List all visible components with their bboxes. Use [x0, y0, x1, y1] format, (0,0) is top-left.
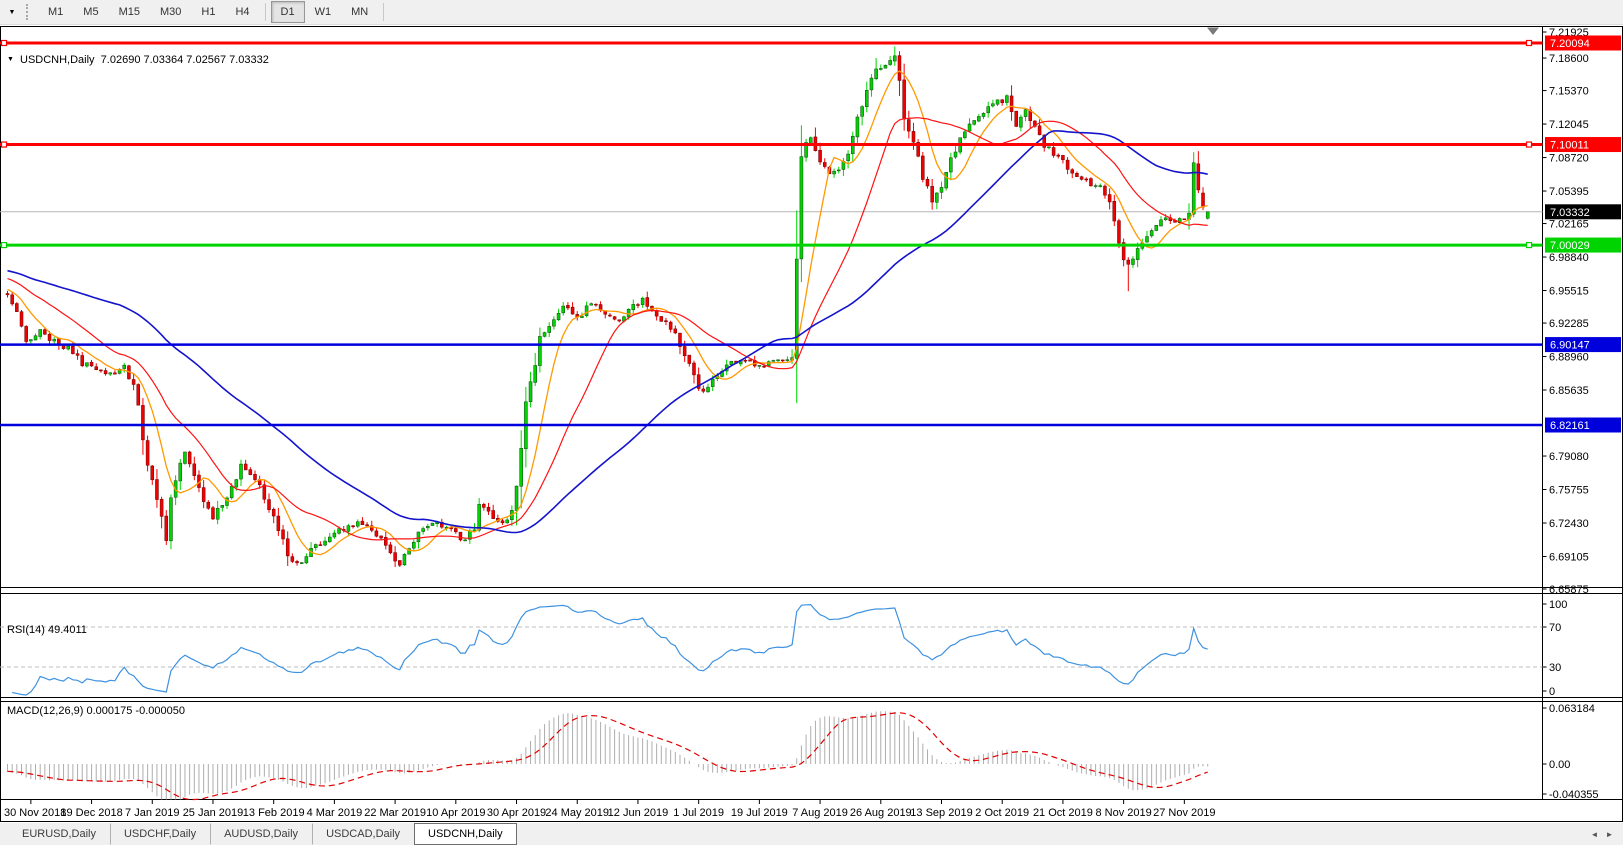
- svg-text:7.15370: 7.15370: [1549, 86, 1589, 98]
- timeframe-button-H1[interactable]: H1: [201, 6, 216, 18]
- rsi-pane: [0, 603, 1543, 696]
- svg-text:7 Jan 2019: 7 Jan 2019: [125, 807, 179, 819]
- timeframe-button-M30[interactable]: M30: [159, 6, 182, 18]
- svg-text:7.05395: 7.05395: [1549, 186, 1589, 198]
- svg-text:0: 0: [1549, 686, 1555, 698]
- toolbar-separator: [383, 3, 385, 21]
- svg-text:19 Jul 2019: 19 Jul 2019: [731, 807, 788, 819]
- timeframe-button-H4[interactable]: H4: [235, 6, 250, 18]
- svg-text:100: 100: [1549, 599, 1567, 611]
- timeframe-button-M1[interactable]: M1: [48, 6, 64, 18]
- svg-text:13 Sep 2019: 13 Sep 2019: [910, 807, 972, 819]
- chart-tab-EURUSD-Daily[interactable]: EURUSD,Daily: [22, 828, 96, 840]
- svg-text:12 Jun 2019: 12 Jun 2019: [608, 807, 669, 819]
- chart-tab-USDCAD-Daily[interactable]: USDCAD,Daily: [312, 823, 414, 845]
- svg-text:30 Nov 2018: 30 Nov 2018: [4, 807, 66, 819]
- timeframe-toolbar: ▼ M1 M5 M15 M30 H1 H4 D1 W1 MN: [0, 0, 1623, 25]
- svg-text:1 Jul 2019: 1 Jul 2019: [673, 807, 724, 819]
- svg-text:2 Oct 2019: 2 Oct 2019: [975, 807, 1029, 819]
- svg-text:6.90147: 6.90147: [1550, 340, 1590, 352]
- macd-indicator-label: MACD(12,26,9) 0.000175 -0.000050: [7, 705, 185, 717]
- svg-text:25 Jan 2019: 25 Jan 2019: [183, 807, 244, 819]
- svg-text:26 Aug 2019: 26 Aug 2019: [850, 807, 912, 819]
- price-axis: 7.219257.186007.153707.120457.087207.053…: [1542, 27, 1621, 801]
- svg-text:7.00029: 7.00029: [1550, 240, 1590, 252]
- timeframe-button-M5[interactable]: M5: [83, 6, 99, 18]
- candles-layer: [5, 46, 1210, 568]
- svg-text:6.72430: 6.72430: [1549, 518, 1589, 530]
- svg-text:21 Oct 2019: 21 Oct 2019: [1033, 807, 1093, 819]
- svg-text:6.82161: 6.82161: [1550, 420, 1590, 432]
- svg-text:7.18600: 7.18600: [1549, 53, 1589, 65]
- svg-text:6.98840: 6.98840: [1549, 252, 1589, 264]
- chart-tab-bar: EURUSD,Daily USDCHF,Daily AUDUSD,Daily USDC…: [0, 823, 1623, 845]
- svg-text:6.75755: 6.75755: [1549, 485, 1589, 497]
- svg-text:0.063184: 0.063184: [1549, 703, 1595, 715]
- chart-tab-AUDUSD-Daily[interactable]: AUDUSD,Daily: [210, 823, 312, 845]
- chart-dropdown-button[interactable]: ▼: [8, 8, 16, 16]
- chart-title-collapse-icon[interactable]: ▼: [7, 56, 14, 63]
- chart-window[interactable]: 7.21925 7.18600 7.15370 7.12045 7.08720 7.053…: [0, 25, 1623, 822]
- tabbar-spacer: [517, 823, 1587, 845]
- macd-pane: [7, 711, 1209, 801]
- svg-text:6.69105: 6.69105: [1549, 551, 1589, 563]
- svg-text:6.95515: 6.95515: [1549, 286, 1589, 298]
- chart-shift-marker-icon: [1207, 27, 1219, 35]
- timeframe-button-D1[interactable]: D1: [270, 1, 305, 23]
- svg-text:6.79080: 6.79080: [1549, 451, 1589, 463]
- svg-text:7.12045: 7.12045: [1549, 119, 1589, 131]
- svg-text:7.08720: 7.08720: [1549, 153, 1589, 165]
- timeframe-button-MN[interactable]: MN: [351, 6, 369, 18]
- toolbar-separator: [264, 3, 266, 21]
- svg-text:6.85635: 6.85635: [1549, 385, 1589, 397]
- svg-text:-0.040355: -0.040355: [1549, 789, 1599, 801]
- svg-text:8 Nov 2019: 8 Nov 2019: [1095, 807, 1151, 819]
- price-chart-canvas[interactable]: 7.219257.186007.153707.120457.087207.053…: [0, 25, 1623, 822]
- timeframe-button-M15[interactable]: M15: [118, 6, 140, 18]
- svg-text:10 Apr 2019: 10 Apr 2019: [426, 807, 485, 819]
- timeframe-buttons: M1 M5 M15 M30 H1 H4 D1 W1 MN: [38, 1, 389, 23]
- chart-tab-USDCNH-Daily[interactable]: USDCNH,Daily: [414, 823, 517, 845]
- chart-tab-USDCHF-Daily[interactable]: USDCHF,Daily: [109, 823, 210, 845]
- svg-text:30: 30: [1549, 662, 1561, 674]
- svg-text:6.65875: 6.65875: [1549, 584, 1589, 596]
- tab-scroll-left-button[interactable]: ◄: [1590, 829, 1599, 839]
- tab-scroll-right-button[interactable]: ►: [1605, 829, 1614, 839]
- rsi-indicator-label: RSI(14) 49.4011: [7, 624, 87, 636]
- chart-title: USDCNH,Daily 7.02690 7.03364 7.02567 7.0…: [20, 54, 269, 66]
- svg-text:24 May 2019: 24 May 2019: [545, 807, 609, 819]
- svg-text:70: 70: [1549, 622, 1561, 634]
- svg-text:7.03332: 7.03332: [1550, 207, 1590, 219]
- level-lines-layer: [0, 39, 1543, 427]
- svg-text:6.88960: 6.88960: [1549, 352, 1589, 364]
- svg-text:7 Aug 2019: 7 Aug 2019: [792, 807, 848, 819]
- svg-text:6.92285: 6.92285: [1549, 318, 1589, 330]
- timeframe-button-W1[interactable]: W1: [314, 6, 332, 18]
- tabbar-left-pad: [0, 823, 8, 845]
- svg-text:27 Nov 2019: 27 Nov 2019: [1153, 807, 1215, 819]
- svg-text:30 Apr 2019: 30 Apr 2019: [487, 807, 546, 819]
- svg-text:19 Dec 2018: 19 Dec 2018: [60, 807, 122, 819]
- svg-text:13 Feb 2019: 13 Feb 2019: [243, 807, 305, 819]
- svg-text:22 Mar 2019: 22 Mar 2019: [364, 807, 426, 819]
- toolbar-grip[interactable]: [26, 4, 32, 20]
- svg-text:0.00: 0.00: [1549, 759, 1570, 771]
- svg-text:7.20094: 7.20094: [1550, 38, 1590, 50]
- svg-text:4 Mar 2019: 4 Mar 2019: [307, 807, 363, 819]
- svg-text:7.10011: 7.10011: [1550, 140, 1589, 152]
- svg-text:7.02165: 7.02165: [1549, 219, 1589, 231]
